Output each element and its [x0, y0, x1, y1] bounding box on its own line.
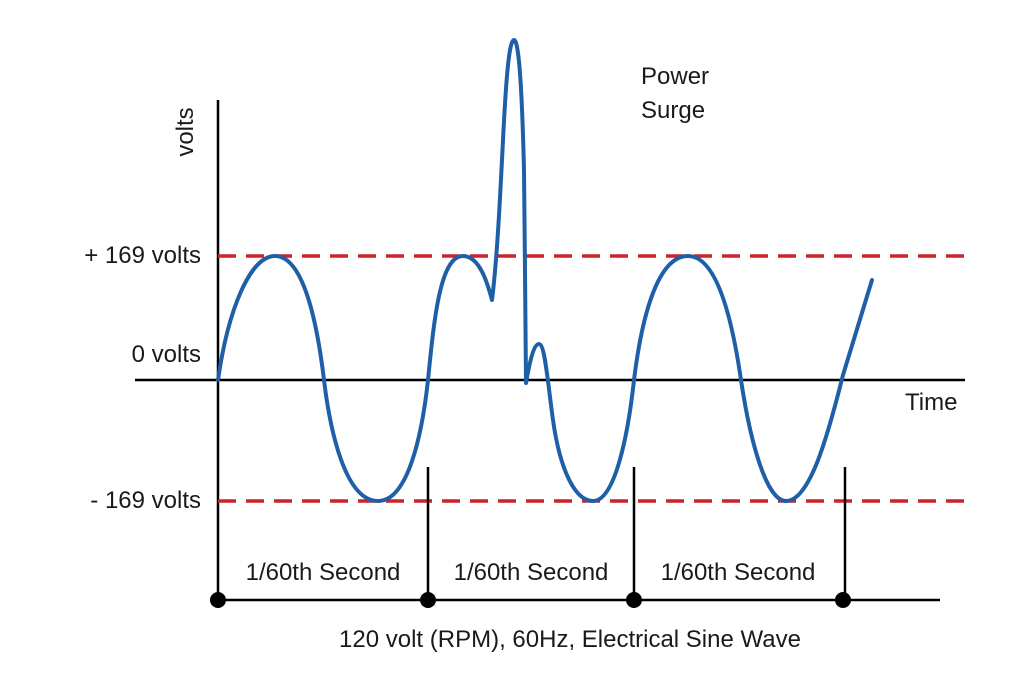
timeline-dot — [626, 592, 642, 608]
power-surge-label-line2: Surge — [641, 97, 705, 124]
negative-level-label: - 169 volts — [90, 487, 201, 514]
period-label-1: 1/60th Second — [246, 559, 401, 586]
timeline-dot — [210, 592, 226, 608]
positive-level-label: + 169 volts — [84, 242, 201, 269]
x-axis-label: Time — [905, 389, 957, 416]
timeline-dot — [420, 592, 436, 608]
zero-level-label: 0 volts — [132, 341, 201, 368]
timeline-dot — [835, 592, 851, 608]
period-label-3: 1/60th Second — [661, 559, 816, 586]
y-axis-label: volts — [172, 107, 199, 156]
voltage-waveform — [216, 38, 874, 503]
diagram-caption: 120 volt (RPM), 60Hz, Electrical Sine Wa… — [339, 626, 801, 653]
period-label-2: 1/60th Second — [454, 559, 609, 586]
power-surge-label-line1: Power — [641, 63, 709, 90]
